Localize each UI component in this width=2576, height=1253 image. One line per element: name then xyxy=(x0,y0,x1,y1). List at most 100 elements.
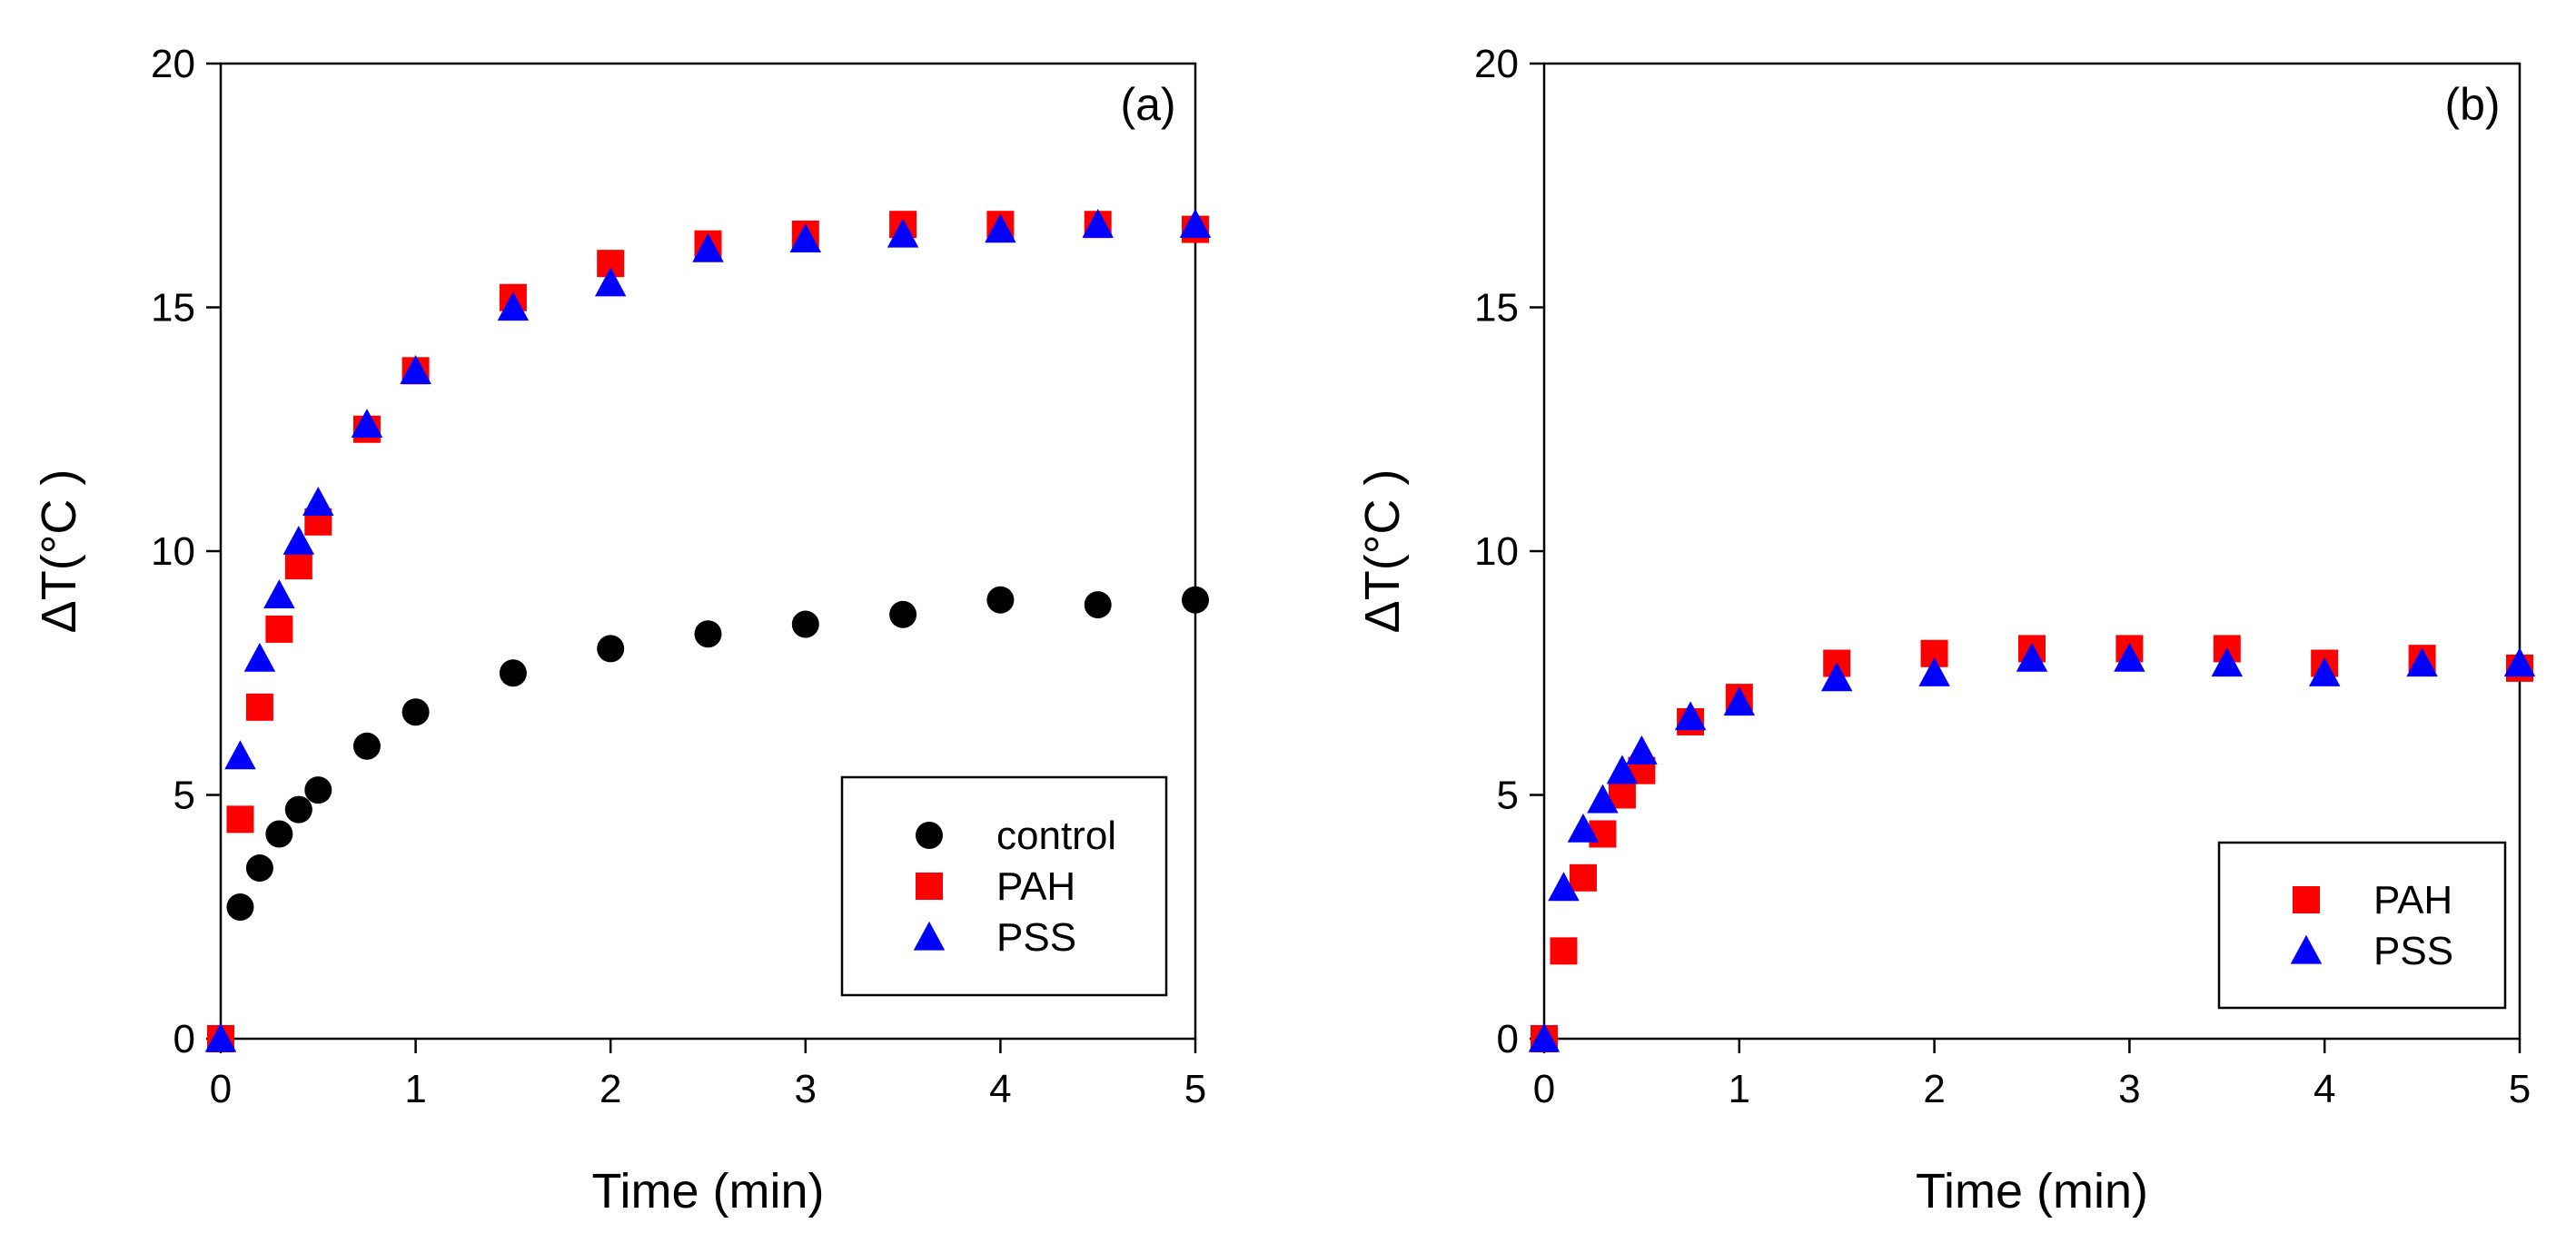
data-point-control xyxy=(284,795,312,824)
data-point-pss xyxy=(1548,872,1580,902)
data-point-pss xyxy=(1528,1022,1560,1052)
x-tick-label: 4 xyxy=(2313,1067,2335,1111)
data-point-control xyxy=(597,635,625,663)
y-tick-label: 15 xyxy=(1474,286,1519,331)
data-point-pss xyxy=(2308,657,2341,686)
data-point-pss xyxy=(887,218,919,248)
data-point-pah xyxy=(226,805,254,834)
data-point-control xyxy=(791,610,819,638)
data-point-control xyxy=(694,620,722,648)
data-point-pss xyxy=(594,267,627,297)
x-tick-label: 4 xyxy=(989,1067,1011,1111)
data-point-control xyxy=(401,698,430,726)
data-point-pss xyxy=(497,291,530,321)
data-point-pss xyxy=(1587,784,1619,814)
panel-label: (b) xyxy=(2444,79,2500,130)
data-point-pss xyxy=(2503,647,2536,677)
chart-panel-b: 0 1 2 3 4 5 0 5 10 15 20 Time (min) ΔT(°C ) (b) PAH PSS xyxy=(1355,42,2536,1218)
y-tick-label: 0 xyxy=(1497,1017,1519,1061)
data-point-pah xyxy=(1569,863,1597,892)
x-axis-title: Time (min) xyxy=(592,1164,825,1218)
y-axis-title: ΔT(°C ) xyxy=(1355,469,1410,634)
x-tick-label: 1 xyxy=(1729,1067,1750,1111)
data-point-pss xyxy=(2406,647,2438,677)
x-axis-title: Time (min) xyxy=(1916,1164,2148,1218)
legend-marker-pss xyxy=(913,921,946,951)
data-point-control xyxy=(499,659,527,687)
y-tick-label: 20 xyxy=(1474,42,1519,86)
legend-box xyxy=(2217,841,2507,1010)
legend: PAH PSS xyxy=(2217,841,2507,1010)
x-tick-label: 0 xyxy=(210,1067,232,1111)
data-point-pah xyxy=(1550,937,1578,965)
y-tick-label: 10 xyxy=(1474,529,1519,574)
series-pss xyxy=(1528,642,2536,1052)
data-point-pss xyxy=(1567,813,1600,843)
data-point-pss xyxy=(263,579,295,608)
data-point-control xyxy=(226,893,254,922)
data-point-pah xyxy=(284,552,312,580)
data-point-pah xyxy=(245,693,273,721)
data-point-control xyxy=(265,820,293,848)
data-point-pss xyxy=(1820,662,1853,692)
data-point-pss xyxy=(985,213,1016,243)
data-point-pss xyxy=(302,487,334,516)
legend-label-pss: PSS xyxy=(2373,929,2453,973)
data-point-pss xyxy=(1606,755,1639,784)
data-point-control xyxy=(245,854,273,883)
legend-label-pss: PSS xyxy=(996,915,1076,960)
data-point-control xyxy=(889,600,917,628)
y-tick-label: 5 xyxy=(173,774,195,818)
x-tick-label: 3 xyxy=(2118,1067,2140,1111)
data-point-control xyxy=(1084,591,1112,619)
data-point-control xyxy=(986,586,1015,614)
series-pss xyxy=(204,208,1212,1052)
data-point-control xyxy=(352,732,381,760)
data-point-pss xyxy=(204,1022,237,1052)
x-tick-label: 2 xyxy=(1923,1067,1945,1111)
y-tick-label: 10 xyxy=(151,529,195,574)
y-axis-title: ΔT(°C ) xyxy=(32,469,86,634)
x-tick-label: 3 xyxy=(795,1067,817,1111)
data-point-pss xyxy=(1674,701,1707,731)
data-point-pss xyxy=(224,740,256,770)
y-tick-label: 0 xyxy=(173,1017,195,1061)
y-tick-label: 15 xyxy=(151,286,195,331)
data-point-pss xyxy=(1626,735,1658,765)
data-point-pss xyxy=(282,526,315,555)
chart-panel-a: 0 1 2 3 4 5 0 5 10 15 20 Time (min) ΔT(°C ) (a) contro… xyxy=(32,42,1212,1218)
data-point-pah xyxy=(265,615,293,643)
legend-label-control: control xyxy=(996,814,1116,858)
panel-label: (a) xyxy=(1120,79,1175,130)
data-point-pss xyxy=(243,642,276,672)
x-tick-label: 2 xyxy=(599,1067,621,1111)
legend-marker-pss xyxy=(2290,934,2323,964)
legend-box xyxy=(840,775,1168,997)
x-tick-label: 5 xyxy=(1184,1067,1206,1111)
y-tick-label: 20 xyxy=(151,42,195,86)
data-point-control xyxy=(304,776,332,804)
x-tick-label: 0 xyxy=(1533,1067,1555,1111)
data-point-pss xyxy=(351,409,383,439)
data-point-pss xyxy=(1082,208,1114,238)
legend-label-pah: PAH xyxy=(2373,878,2452,922)
legend-marker-control xyxy=(916,822,943,849)
y-tick-label: 5 xyxy=(1497,774,1519,818)
data-point-pss xyxy=(1723,686,1756,716)
legend: control PAH PSS xyxy=(840,775,1168,997)
data-point-pss xyxy=(1179,208,1212,238)
legend-marker-pah xyxy=(916,873,943,900)
x-tick-label: 5 xyxy=(2509,1067,2531,1111)
data-point-pss xyxy=(692,232,724,262)
legend-label-pah: PAH xyxy=(996,864,1075,909)
data-point-pss xyxy=(789,223,822,252)
data-point-pss xyxy=(2114,642,2145,672)
data-point-control xyxy=(1182,586,1209,614)
x-tick-label: 1 xyxy=(404,1067,426,1111)
data-point-pss xyxy=(2016,642,2048,672)
data-point-pss xyxy=(1918,657,1950,686)
legend-marker-pah xyxy=(2293,886,2320,913)
data-point-pss xyxy=(2211,647,2244,677)
data-point-pss xyxy=(400,355,431,384)
